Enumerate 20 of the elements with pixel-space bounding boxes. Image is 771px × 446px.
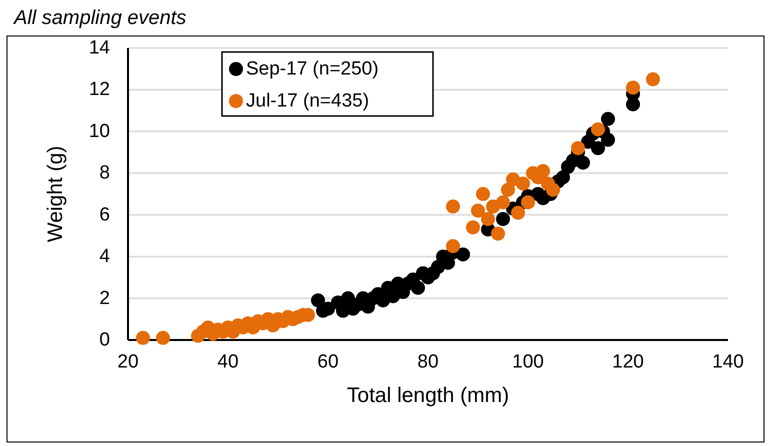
y-tick-label: 12: [88, 79, 110, 100]
y-tick-label: 6: [99, 204, 110, 226]
legend-label: Sep-17 (n=250): [246, 58, 379, 80]
x-tick-label: 80: [417, 352, 439, 372]
x-tick-label: 40: [217, 352, 239, 372]
x-tick-label: 140: [712, 352, 744, 372]
y-tick-label: 0: [99, 330, 110, 350]
legend-label: Jul-17 (n=435): [246, 90, 370, 112]
y-tick-label: 2: [99, 288, 110, 309]
x-tick-label: 120: [612, 352, 644, 372]
y-tick-label: 10: [88, 120, 110, 142]
y-tick-label: 8: [99, 162, 110, 184]
x-tick-label: 20: [117, 352, 139, 372]
chart-title: All sampling events: [13, 7, 186, 29]
y-tick-label: 14: [88, 38, 110, 58]
x-tick-label: 100: [512, 352, 544, 372]
y-tick-label: 4: [99, 246, 110, 268]
y-axis-title: Weight (g): [44, 146, 67, 242]
x-tick-label: 60: [317, 352, 339, 372]
x-axis-title: Total length (mm): [346, 384, 510, 407]
